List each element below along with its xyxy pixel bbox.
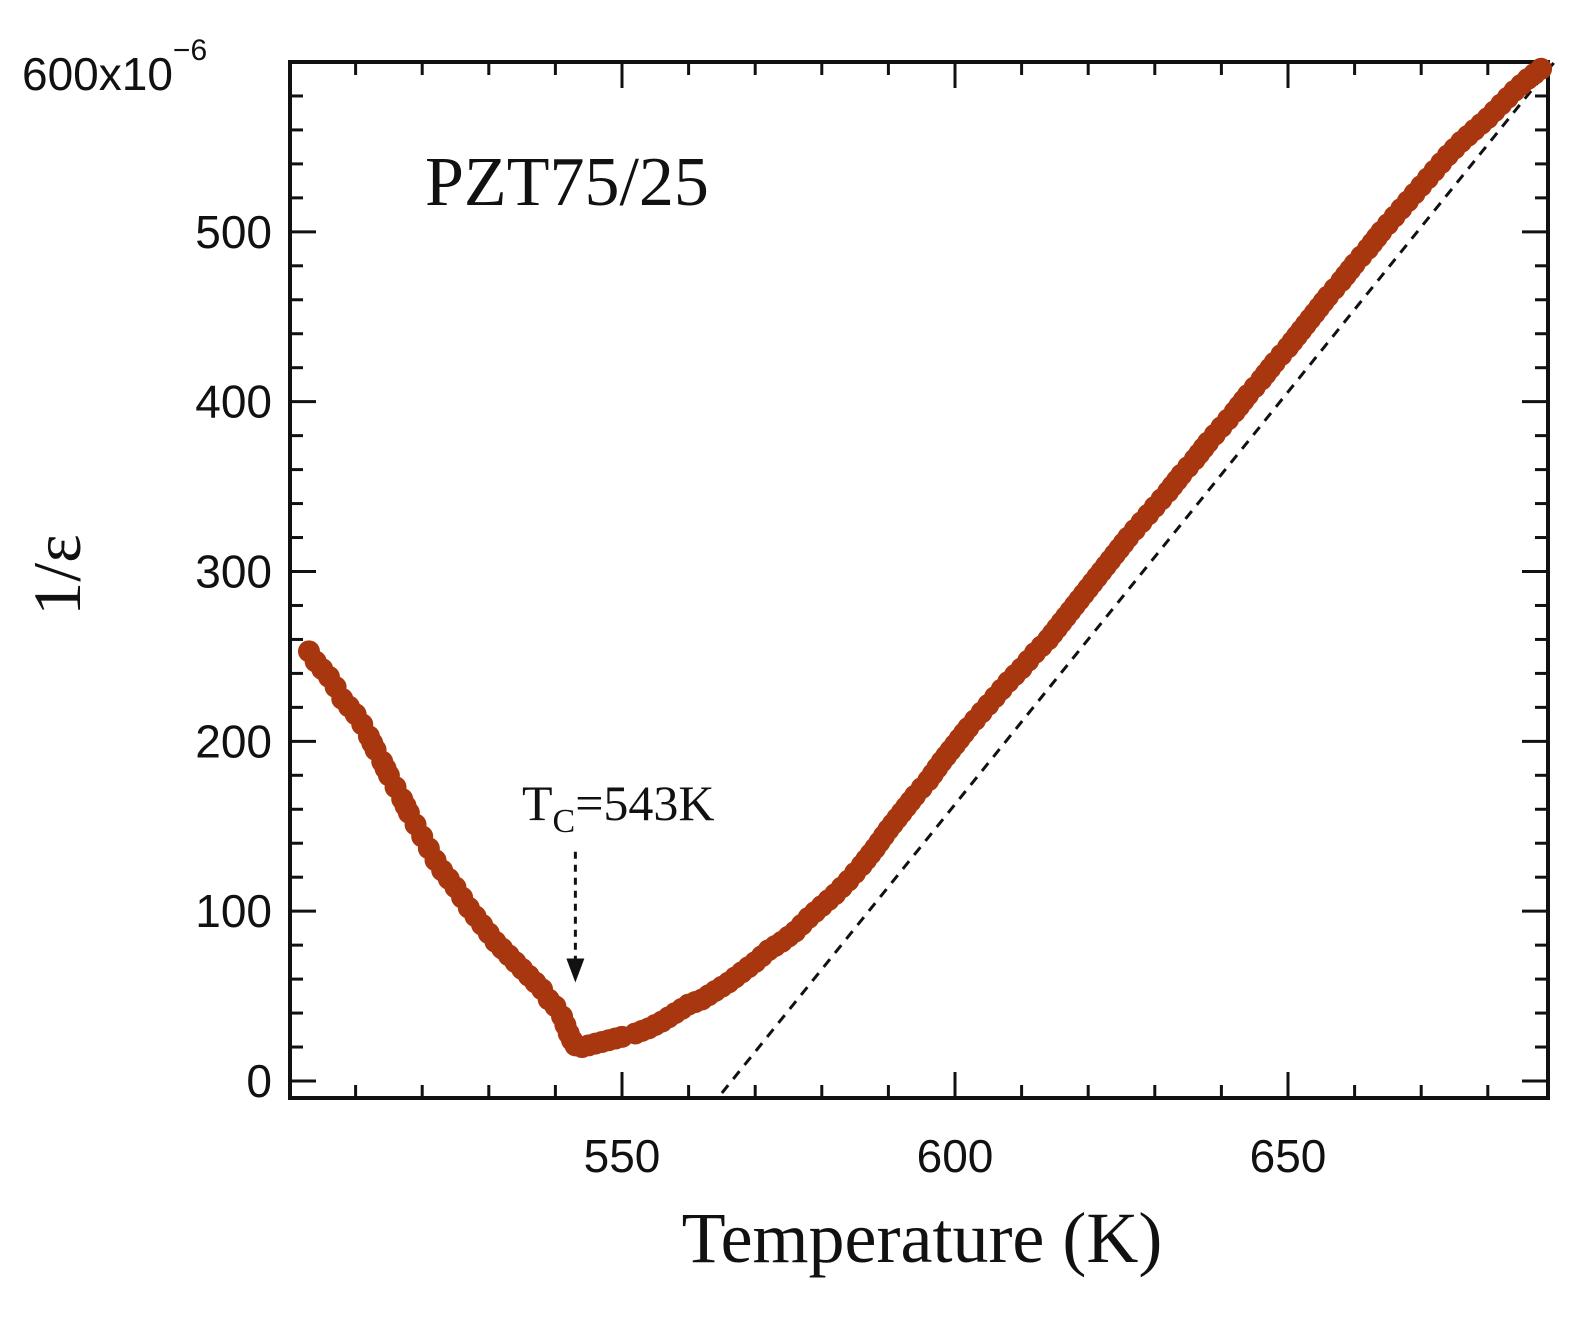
fit-line-group — [566, 61, 1556, 1094]
y-scale-base: 600x10 — [22, 48, 173, 100]
y-axis-title: 1/ε — [19, 534, 95, 615]
tc-annotation: TC=543K — [522, 775, 715, 840]
data-points — [297, 57, 1553, 1059]
y-tick-label: 100 — [195, 885, 272, 937]
y-tick-label: 200 — [195, 715, 272, 767]
y-tick-label: 400 — [195, 376, 272, 428]
chart-title: PZT75/25 — [425, 144, 709, 221]
y-tick-label: 0 — [246, 1055, 272, 1107]
plot-border — [288, 60, 1550, 1100]
x-axis-title: Temperature (K) — [682, 1198, 1163, 1278]
axis-ticks: 0 100 200 300 400 500 550 600 650 — [195, 60, 1548, 1182]
tc-arrow-head — [566, 958, 585, 983]
y-axis-scale-label: 600x10−6 — [22, 34, 207, 100]
y-scale-exponent: −6 — [173, 34, 207, 67]
x-tick-label: 650 — [1250, 1130, 1327, 1182]
axis-labels: PZT75/25 Temperature (K) 1/ε 600x10−6 TC… — [19, 34, 1162, 1278]
fit-line — [720, 61, 1556, 1094]
plot-frame — [288, 60, 1550, 1100]
data-point — [1530, 57, 1553, 80]
tc-annotation-main: T — [522, 775, 553, 831]
y-tick-label: 500 — [195, 206, 272, 258]
y-tick-label: 300 — [195, 546, 272, 598]
tc-annotation-rest: =543K — [575, 775, 714, 831]
tc-annotation-sub: C — [553, 803, 576, 840]
x-tick-label: 550 — [584, 1130, 661, 1182]
x-tick-label: 600 — [917, 1130, 994, 1182]
